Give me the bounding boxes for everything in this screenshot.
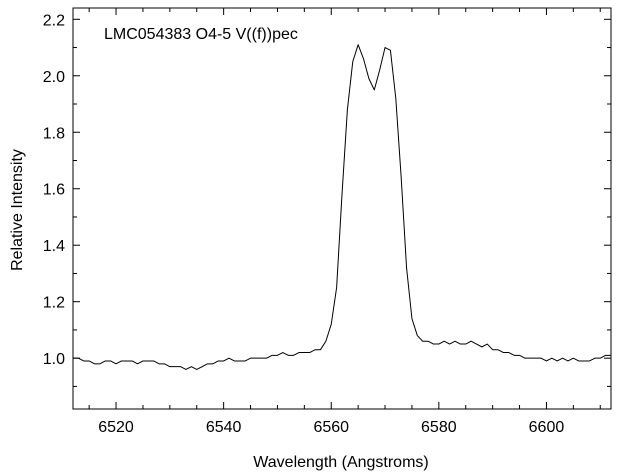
y-axis-label: Relative Intensity	[9, 149, 26, 271]
x-tick-label: 6560	[313, 419, 349, 436]
y-tick-label: 1.0	[43, 351, 65, 368]
axis-ticks	[73, 8, 611, 409]
x-tick-label: 6520	[98, 419, 134, 436]
x-axis-label: Wavelength (Angstroms)	[253, 454, 428, 471]
plot-frame	[72, 7, 612, 410]
y-tick-label: 1.2	[43, 295, 65, 312]
x-tick-label: 6580	[421, 419, 457, 436]
axis-tick-labels: 6520 6540 6560 6580 6600 1.0 1.2 1.4 1.6 1.8 2.0 2.…	[43, 12, 565, 436]
y-tick-label: 1.8	[43, 125, 65, 142]
y-tick-label: 1.6	[43, 182, 65, 199]
x-tick-label: 6600	[529, 419, 565, 436]
chart-title: LMC054383 O4-5 V((f))pec	[104, 26, 298, 43]
spectrum-line	[73, 44, 611, 370]
y-tick-label: 2.2	[43, 12, 65, 29]
y-tick-label: 1.4	[43, 238, 65, 255]
y-tick-label: 2.0	[43, 69, 65, 86]
x-tick-label: 6540	[206, 419, 242, 436]
